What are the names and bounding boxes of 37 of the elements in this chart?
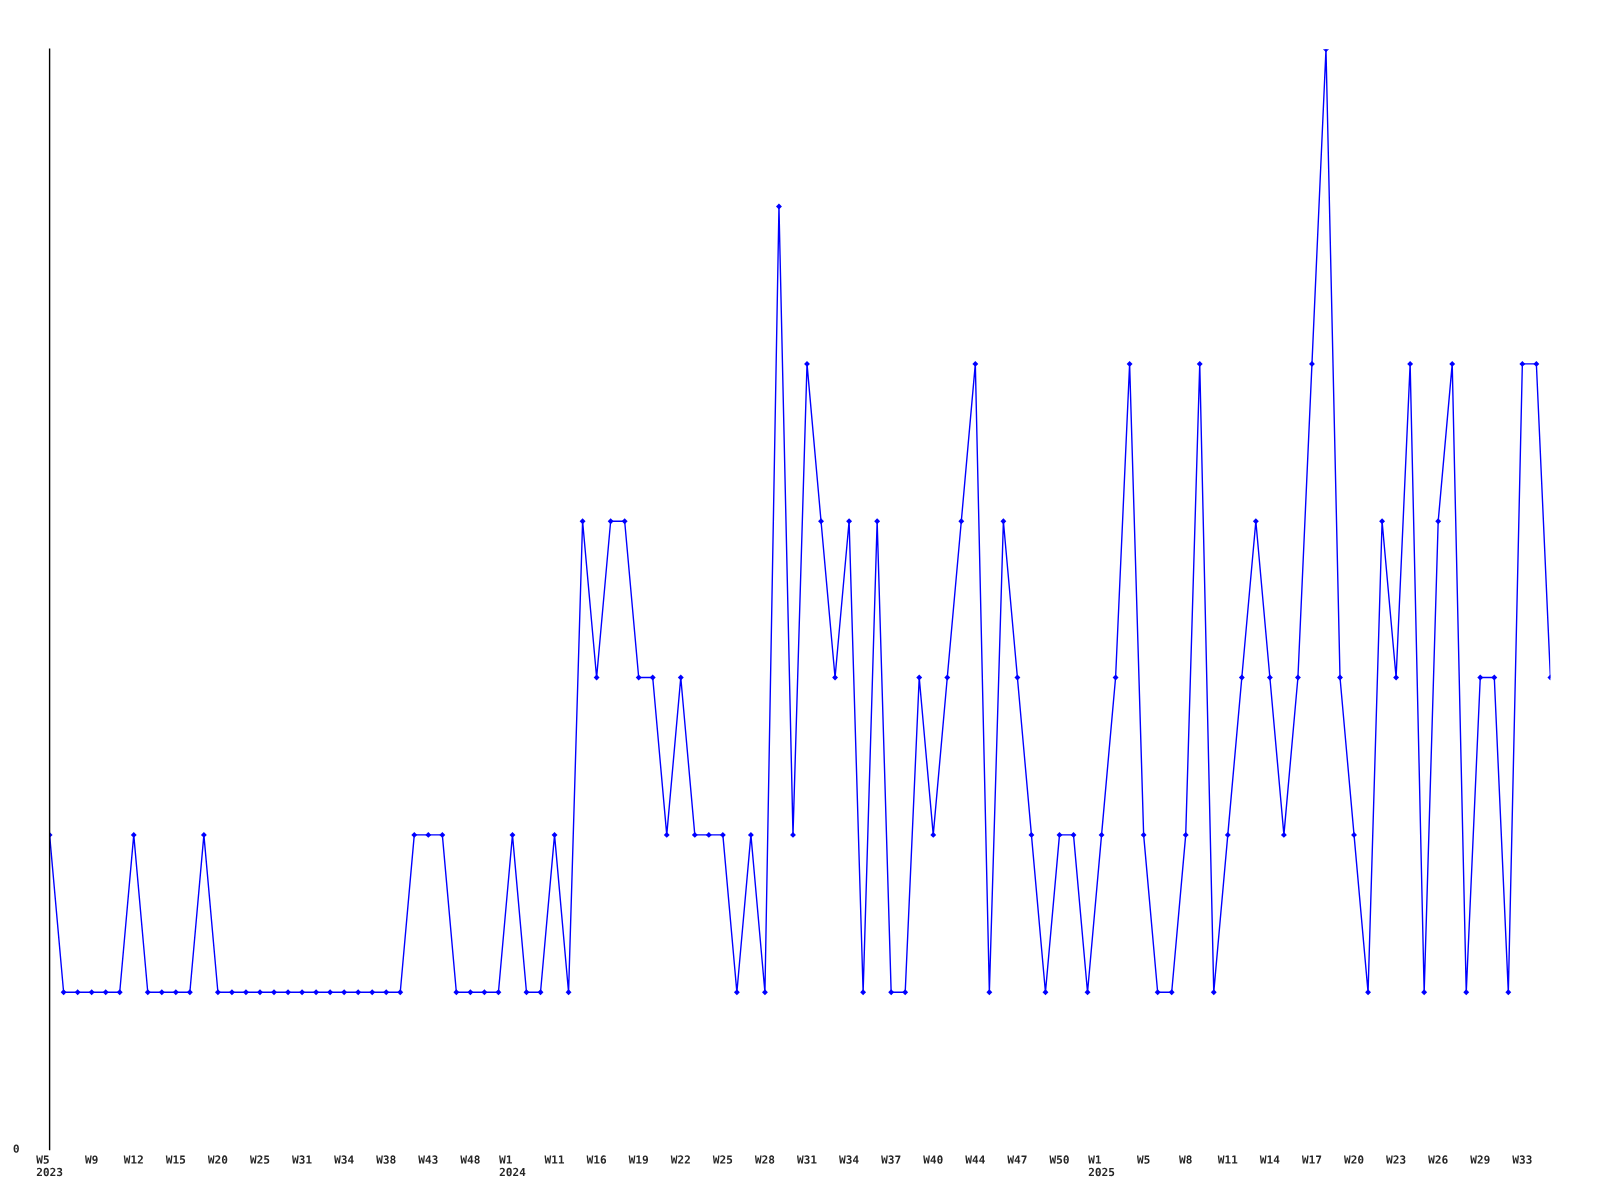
x-tick-label: W1 2024 (499, 1155, 526, 1177)
x-tick-label: W16 (586, 1155, 607, 1164)
x-tick-label: W40 (923, 1155, 943, 1164)
x-tick-label: W1 2025 (1088, 1155, 1115, 1177)
x-tick-label: W12 (123, 1155, 143, 1164)
x-tick-label: W48 (460, 1155, 480, 1164)
x-tick-label: W9 (84, 1155, 98, 1164)
x-tick-label: W8 (1179, 1155, 1192, 1164)
x-tick-label: W28 (754, 1155, 775, 1164)
x-tick-label: W15 (165, 1155, 186, 1164)
x-tick-label: W43 (418, 1155, 438, 1164)
x-tick-label: W25 (249, 1155, 270, 1164)
x-tick-label: W50 (1049, 1155, 1069, 1164)
x-tick-label: W34 (334, 1155, 354, 1164)
text: 0 (13, 1144, 19, 1153)
x-tick-label: W37 (881, 1155, 901, 1164)
x-tick-label: W14 (1259, 1155, 1280, 1164)
x-tick-label: W5 2023 (36, 1155, 63, 1177)
x-tick-label: W31 (796, 1155, 817, 1164)
x-tick-label: W19 (628, 1155, 649, 1164)
x-tick-label: W44 (965, 1155, 985, 1164)
x-tick-label: W33 (1512, 1155, 1532, 1164)
x-tick-label: W47 (1007, 1155, 1027, 1164)
x-tick-label: W17 (1301, 1155, 1322, 1164)
x-tick-label: W29 (1470, 1155, 1490, 1164)
x-tick-label: W11 (1217, 1155, 1238, 1164)
x-tick-label: W5 (1136, 1155, 1150, 1164)
x-tick-label: W20 (207, 1155, 228, 1164)
x-tick-label: W20 (1344, 1155, 1364, 1164)
x-tick-label: W22 (670, 1155, 690, 1164)
x-tick-label: W11 (544, 1155, 565, 1164)
x-tick-label: W38 (376, 1155, 396, 1164)
x-tick-label: W34 (839, 1155, 859, 1164)
x-tick-label: W23 (1386, 1155, 1406, 1164)
x-tick-label: W26 (1428, 1155, 1448, 1164)
x-tick-label: W25 (712, 1155, 733, 1164)
x-tick-label: W31 (292, 1155, 312, 1164)
